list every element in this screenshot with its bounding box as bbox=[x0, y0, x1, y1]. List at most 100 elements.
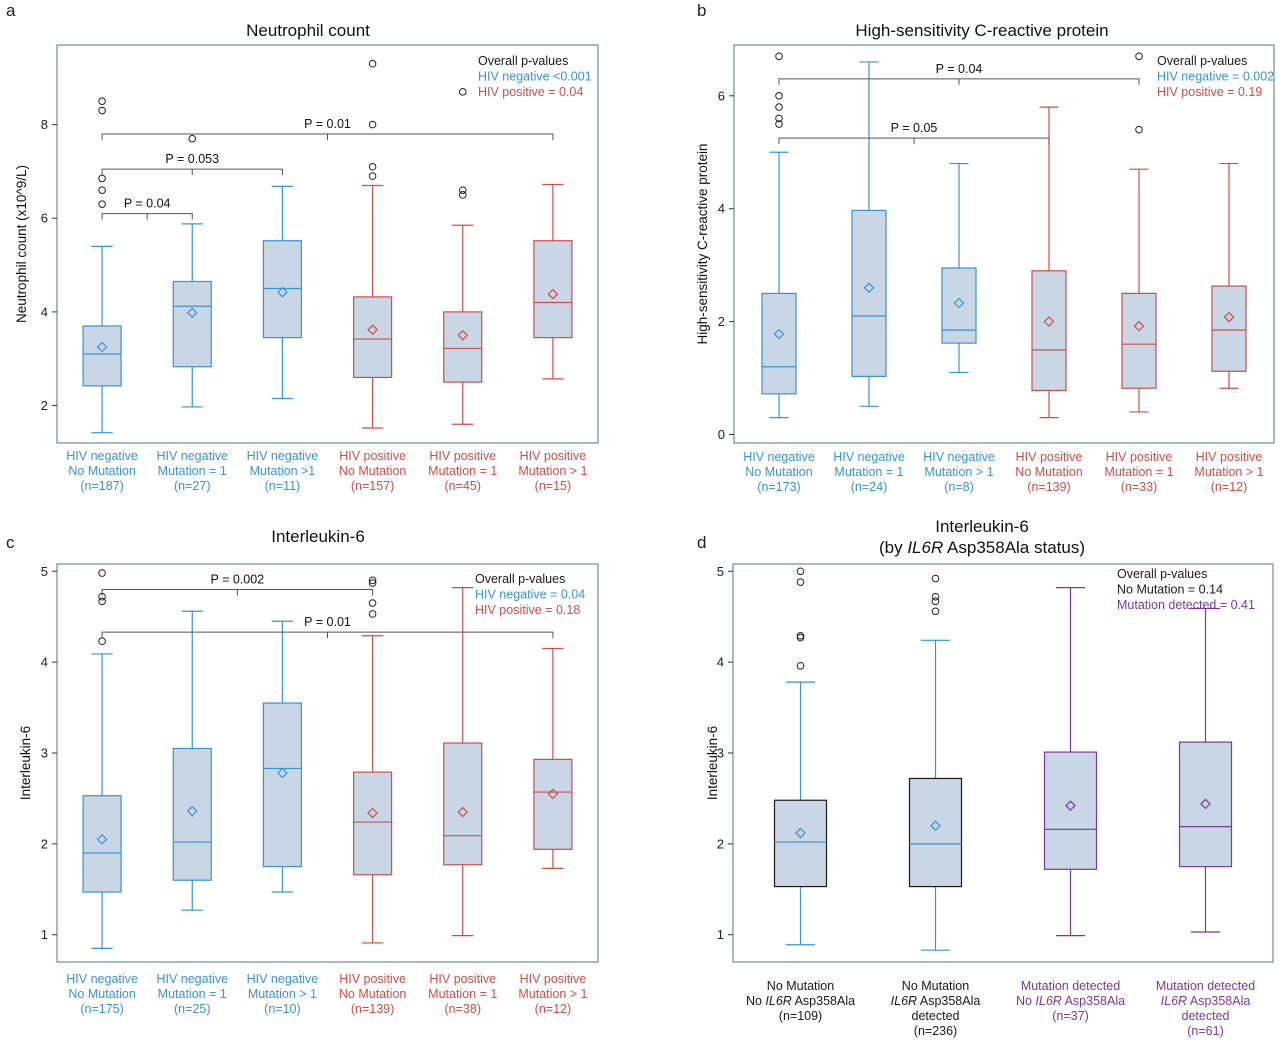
iqr-box bbox=[941, 267, 977, 344]
iqr-box bbox=[533, 758, 573, 850]
bracket-line bbox=[101, 213, 193, 220]
category-label: HIV positive bbox=[339, 449, 406, 463]
outlier-point bbox=[796, 631, 805, 640]
outlier-point bbox=[775, 52, 783, 61]
category-label: (n=139) bbox=[351, 1002, 394, 1016]
category-label: detected bbox=[912, 1009, 960, 1023]
category-label: No Mutation bbox=[339, 464, 406, 478]
mean-marker bbox=[277, 767, 288, 779]
panel-c: c Interleukin-6 1 2 3 4 5 Interleukin-6 HIV nega… bbox=[6, 527, 599, 1016]
category-label: (n=12) bbox=[1211, 480, 1247, 494]
category-label: Mutation detected bbox=[1156, 979, 1255, 993]
iqr-box bbox=[172, 280, 212, 368]
category-label: HIV negative bbox=[923, 450, 995, 464]
y-tick-label: 2 bbox=[41, 836, 48, 851]
category-label: (n=187) bbox=[80, 479, 123, 493]
category-label: HIV positive bbox=[1106, 450, 1173, 464]
chart-title: Interleukin-6 bbox=[935, 517, 1029, 536]
significance-bracket: P = 0.01 bbox=[101, 615, 554, 639]
outlier-point bbox=[368, 172, 377, 180]
outlier-point bbox=[1135, 52, 1143, 61]
y-tick-label: 6 bbox=[41, 211, 48, 226]
category-label: Mutation > 1 bbox=[518, 464, 587, 478]
category-label: HIV negative bbox=[833, 450, 905, 464]
box-6 bbox=[533, 183, 573, 380]
y-tick-label: 1 bbox=[41, 927, 48, 942]
iqr-box bbox=[443, 311, 483, 383]
outlier-point bbox=[98, 569, 106, 577]
outlier-point bbox=[368, 599, 377, 607]
category-label: (n=37) bbox=[1052, 1009, 1088, 1023]
category-label: IL6R Asp358Ala bbox=[891, 994, 981, 1008]
bracket-label: P = 0.04 bbox=[936, 62, 983, 76]
box-1 bbox=[82, 97, 122, 434]
legend-entry: HIV positive = 0.19 bbox=[1157, 85, 1262, 99]
bracket-line bbox=[778, 78, 1140, 85]
significance-bracket: P = 0.053 bbox=[101, 152, 283, 176]
plot-frame bbox=[733, 44, 1275, 444]
category-label: Mutation > 1 bbox=[248, 987, 317, 1001]
iqr-box bbox=[352, 296, 393, 379]
outlier-point bbox=[98, 637, 106, 646]
outlier-point bbox=[98, 597, 106, 606]
outlier-point bbox=[368, 120, 377, 129]
plot-frame bbox=[732, 563, 1274, 963]
category-label: (n=8) bbox=[944, 480, 974, 494]
panel-letter: c bbox=[6, 533, 15, 552]
mean-marker bbox=[96, 833, 108, 845]
bracket-line bbox=[101, 133, 554, 140]
mean-marker bbox=[96, 341, 108, 353]
outlier-point bbox=[368, 162, 377, 171]
iqr-box bbox=[773, 799, 828, 888]
category-label: (n=24) bbox=[851, 480, 887, 494]
bracket-line bbox=[101, 168, 283, 176]
bracket-line bbox=[778, 137, 1050, 145]
chart-title: Neutrophil count bbox=[246, 21, 370, 40]
mean-marker bbox=[773, 328, 785, 340]
legend-title: Overall p-values bbox=[475, 572, 565, 586]
mean-marker bbox=[277, 286, 288, 298]
category-label: HIV negative bbox=[247, 449, 319, 463]
legend-entry: HIV negative = 0.002 bbox=[1157, 70, 1274, 84]
category-label: HIV negative bbox=[66, 972, 138, 986]
mean-marker bbox=[457, 806, 469, 818]
category-label: Mutation > 1 bbox=[1194, 465, 1263, 479]
plot-frame bbox=[56, 44, 599, 444]
y-tick-label: 4 bbox=[41, 655, 48, 670]
mean-marker bbox=[953, 297, 965, 309]
y-tick-label: 4 bbox=[718, 201, 725, 216]
iqr-box bbox=[443, 742, 483, 866]
category-label: Mutation = 1 bbox=[158, 987, 227, 1001]
plot-frame bbox=[56, 563, 599, 963]
category-label: Mutation = 1 bbox=[834, 465, 903, 479]
mean-marker bbox=[795, 827, 806, 839]
outlier-point bbox=[458, 191, 467, 199]
panel-letter: d bbox=[697, 533, 706, 552]
iqr-box bbox=[1211, 285, 1247, 372]
y-tick-label: 2 bbox=[718, 314, 725, 329]
category-label: Mutation detected bbox=[1021, 979, 1120, 993]
y-tick-label: 4 bbox=[717, 655, 724, 670]
category-label: No Mutation bbox=[339, 987, 406, 1001]
outlier-point bbox=[775, 120, 783, 128]
iqr-box bbox=[1178, 741, 1233, 868]
mean-marker bbox=[186, 805, 198, 817]
legend-title: Overall p-values bbox=[478, 54, 568, 68]
legend-entry: HIV positive = 0.04 bbox=[478, 85, 583, 99]
outlier-point bbox=[796, 578, 805, 586]
box-3 bbox=[262, 185, 303, 400]
mean-marker bbox=[547, 288, 559, 300]
category-label: No Mutation bbox=[1015, 465, 1082, 479]
category-label: (n=45) bbox=[445, 479, 481, 493]
category-label: HIV negative bbox=[156, 972, 228, 986]
outlier-point bbox=[98, 200, 106, 208]
significance-bracket: P = 0.05 bbox=[778, 121, 1050, 145]
category-label: HIV positive bbox=[1196, 450, 1263, 464]
y-tick-label: 2 bbox=[41, 398, 48, 413]
iqr-box bbox=[172, 747, 212, 881]
y-tick-label: 8 bbox=[41, 117, 48, 132]
panel-letter: b bbox=[697, 1, 706, 20]
y-tick-label: 5 bbox=[41, 564, 48, 579]
